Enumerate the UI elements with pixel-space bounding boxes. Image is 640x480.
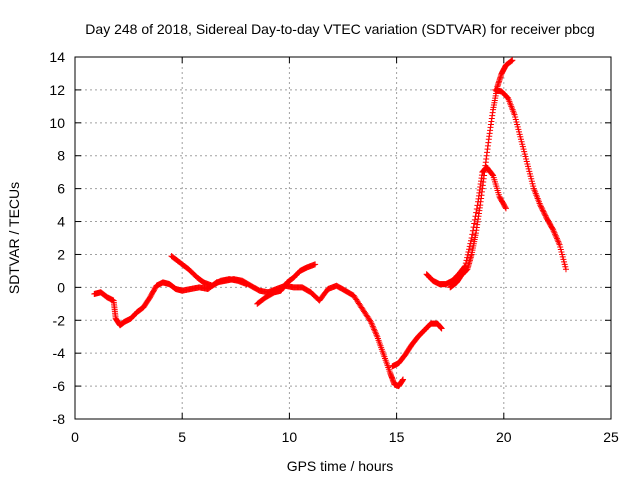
data-point <box>370 324 377 331</box>
data-point <box>555 240 562 247</box>
x-tick-label: 15 <box>389 429 405 445</box>
data-point <box>369 323 376 330</box>
tick-labels: 0 5 10 15 20 25 -8 -6 -4 -2 0 2 4 6 8 10 12 14 <box>49 49 619 445</box>
series-arc-2 <box>168 253 250 289</box>
data-point <box>509 57 516 64</box>
data-point <box>466 246 473 253</box>
data-point <box>502 204 509 211</box>
y-tick-label: -6 <box>53 378 66 394</box>
data-point <box>489 171 496 178</box>
data-point <box>537 202 544 209</box>
data-point <box>538 204 545 211</box>
data-point <box>542 212 549 219</box>
y-tick-label: -8 <box>53 411 66 427</box>
axis-ticks <box>74 56 612 420</box>
data-point <box>371 327 378 334</box>
x-tick-label: 0 <box>71 429 79 445</box>
data-point <box>373 332 380 339</box>
data-point <box>312 261 319 268</box>
data-point <box>372 329 379 336</box>
data-point <box>371 326 378 333</box>
data-point <box>243 281 250 288</box>
series-arc-7 <box>492 86 569 273</box>
data-point <box>562 266 569 273</box>
x-tick-label: 10 <box>282 429 298 445</box>
y-tick-label: 6 <box>57 181 65 197</box>
data-point <box>473 209 480 216</box>
data-point <box>553 235 560 242</box>
plot-frame <box>74 56 612 420</box>
data-point <box>373 330 380 337</box>
series-arc-1 <box>91 276 407 390</box>
data-point <box>537 203 544 210</box>
y-tick-label: 4 <box>57 214 65 230</box>
y-tick-label: 14 <box>49 49 65 65</box>
y-tick-label: 2 <box>57 246 65 262</box>
grid <box>75 57 611 419</box>
data-points <box>91 57 569 390</box>
data-point <box>468 235 475 241</box>
data-point <box>551 229 558 236</box>
x-axis-title: GPS time / hours <box>287 458 394 474</box>
y-tick-label: 10 <box>49 115 65 131</box>
data-point <box>555 238 562 245</box>
series-arc-5 <box>423 164 509 288</box>
data-point <box>550 228 557 235</box>
chart-title: Day 248 of 2018, Sidereal Day-to-day VTE… <box>85 21 594 37</box>
data-point <box>400 376 407 383</box>
series-arc-4 <box>389 320 445 370</box>
data-point <box>552 232 559 239</box>
x-tick-label: 20 <box>496 429 512 445</box>
data-point <box>467 237 474 244</box>
data-point <box>438 325 445 332</box>
data-point <box>502 205 509 212</box>
y-tick-label: -2 <box>53 312 66 328</box>
data-point <box>540 208 547 215</box>
y-tick-label: 8 <box>57 148 65 164</box>
data-point <box>541 209 548 216</box>
data-point <box>552 231 559 238</box>
x-tick-label: 5 <box>178 429 186 445</box>
data-point <box>367 318 374 325</box>
data-point <box>469 231 476 238</box>
data-point <box>550 226 557 233</box>
data-point <box>368 320 375 327</box>
y-tick-label: -4 <box>53 345 66 361</box>
x-tick-label: 25 <box>603 429 619 445</box>
y-tick-label: 12 <box>49 82 65 98</box>
data-point <box>554 237 561 244</box>
data-point <box>553 234 560 241</box>
data-point <box>549 225 556 232</box>
series-arc-3 <box>254 261 319 307</box>
y-axis-title: SDTVAR / TECUs <box>6 182 22 294</box>
series-arc-6 <box>447 57 516 291</box>
data-point <box>541 211 548 218</box>
data-point <box>539 207 546 214</box>
data-point <box>369 321 376 328</box>
y-tick-label: 0 <box>57 279 65 295</box>
data-point <box>471 220 478 227</box>
data-point <box>539 206 546 213</box>
